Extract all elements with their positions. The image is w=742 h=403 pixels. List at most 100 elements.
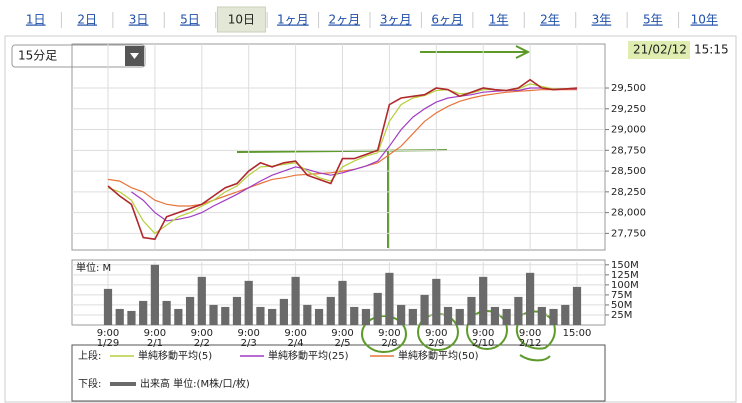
tab[interactable]: 1年 <box>489 13 509 27</box>
x-tick-date: 2/9 <box>428 338 444 349</box>
y-tick-label: 28,250 <box>611 187 646 198</box>
x-tick-time: 9:00 <box>144 328 166 339</box>
x-tick-time: 9:00 <box>472 328 494 339</box>
volume-bar <box>549 308 558 325</box>
volume-bar <box>408 308 417 325</box>
volume-bar <box>221 306 230 325</box>
volume-bar <box>162 300 171 325</box>
timestamp-time: 15:15 <box>694 43 729 57</box>
volume-bar <box>455 308 464 325</box>
volume-bar <box>432 278 441 325</box>
volume-bar <box>572 286 582 325</box>
y-tick-label: 29,000 <box>611 125 646 136</box>
y-tick-label: 29,500 <box>611 83 646 94</box>
tab[interactable]: 2年 <box>540 13 560 27</box>
tab[interactable]: 3日 <box>129 13 149 27</box>
tab[interactable]: 5年 <box>643 13 663 27</box>
y-tick-label: 150M <box>611 260 639 271</box>
moving-average <box>107 89 577 207</box>
y-tick-label: 125M <box>611 270 639 281</box>
price-line <box>107 78 578 241</box>
x-tick-time: 15:00 <box>563 328 592 339</box>
volume-bar <box>385 272 394 325</box>
volume-bar <box>209 304 218 325</box>
timestamp-date: 21/02/12 <box>633 43 687 57</box>
x-tick-time: 9:00 <box>519 328 541 339</box>
volume-bar <box>303 304 312 325</box>
unit-label: 単位: M <box>76 261 111 274</box>
volume-bar <box>338 280 347 325</box>
x-tick-date: 2/5 <box>334 338 350 349</box>
x-tick-date: 2/4 <box>288 338 304 349</box>
highlight <box>628 41 690 59</box>
panel <box>4 35 737 403</box>
interval-label: 15分足 <box>18 49 57 63</box>
volume-bar <box>561 304 570 325</box>
volume-bar <box>197 276 206 325</box>
legend-label: 上段: <box>78 349 101 362</box>
x-tick-date: 2/2 <box>194 338 210 349</box>
volume-bar <box>397 304 406 325</box>
x-tick-time: 9:00 <box>191 328 213 339</box>
tab[interactable]: 6ヶ月 <box>431 13 463 27</box>
volume-bar <box>502 308 511 325</box>
volume-bar <box>139 300 148 325</box>
volume-bar <box>479 276 488 325</box>
volume-bar <box>490 306 500 325</box>
legend-entry: 単純移動平均(50) <box>398 349 479 362</box>
x-tick-time: 9:00 <box>425 328 447 339</box>
x-tick-date: 2/12 <box>519 338 541 349</box>
volume-bar <box>314 308 324 325</box>
y-tick-label: 28,750 <box>611 145 646 156</box>
volume-bar <box>326 296 335 325</box>
y-tick-label: 28,000 <box>611 208 646 219</box>
tab[interactable]: 10年 <box>691 13 718 27</box>
tab[interactable]: 5日 <box>180 13 200 27</box>
volume-bar <box>232 296 242 325</box>
volume-bar <box>291 276 300 325</box>
volume-bar <box>103 288 113 325</box>
legend-entry: 出来高 単位:(M株/口/枚) <box>140 377 250 390</box>
volume-bar <box>467 296 476 325</box>
x-tick-time: 9:00 <box>97 328 119 339</box>
interval-select[interactable] <box>11 44 146 68</box>
x-tick-time: 9:00 <box>284 328 306 339</box>
volume-bar <box>174 308 183 325</box>
volume-bar <box>525 272 535 325</box>
y-tick-label: 28,500 <box>611 166 646 177</box>
volume-bar <box>115 308 124 325</box>
volume-bar <box>268 308 277 325</box>
y-tick-label: 50M <box>611 300 632 311</box>
x-tick-date: 2/3 <box>241 338 257 349</box>
legend-label: 下段: <box>78 377 101 390</box>
select-arrow <box>130 53 139 59</box>
x-tick-date: 2/8 <box>381 338 397 349</box>
x-tick-time: 9:00 <box>378 328 400 339</box>
tab[interactable]: 2日 <box>77 13 97 27</box>
volume-bar <box>279 298 288 325</box>
tab[interactable]: 2ヶ月 <box>328 13 360 27</box>
y-tick-label: 27,750 <box>611 228 646 239</box>
tab[interactable]: 1ヶ月 <box>277 13 309 27</box>
x-tick-date: 2/10 <box>472 338 494 349</box>
tab[interactable]: 10日 <box>228 13 255 27</box>
tab[interactable]: 3年 <box>592 13 612 27</box>
y-tick-label: 100M <box>611 280 639 291</box>
x-tick-time: 9:00 <box>237 328 259 339</box>
legend-entry: 単純移動平均(25) <box>268 349 349 362</box>
x-tick-time: 9:00 <box>331 328 353 339</box>
volume-bar <box>127 310 136 325</box>
x-tick-date: 2/1 <box>147 338 163 349</box>
x-tick-date: 1/29 <box>97 338 119 349</box>
volume-bar <box>373 292 382 325</box>
volume-bar <box>185 296 195 325</box>
volume-bar <box>150 264 160 325</box>
y-tick-label: 75M <box>611 290 632 301</box>
volume-bar <box>244 280 253 325</box>
tab-selected <box>216 6 266 33</box>
tab[interactable]: 1日 <box>26 13 46 27</box>
tab[interactable]: 3ヶ月 <box>380 13 412 27</box>
y-tick-label: 29,250 <box>611 104 646 115</box>
legend-entry: 単純移動平均(5) <box>138 349 212 362</box>
